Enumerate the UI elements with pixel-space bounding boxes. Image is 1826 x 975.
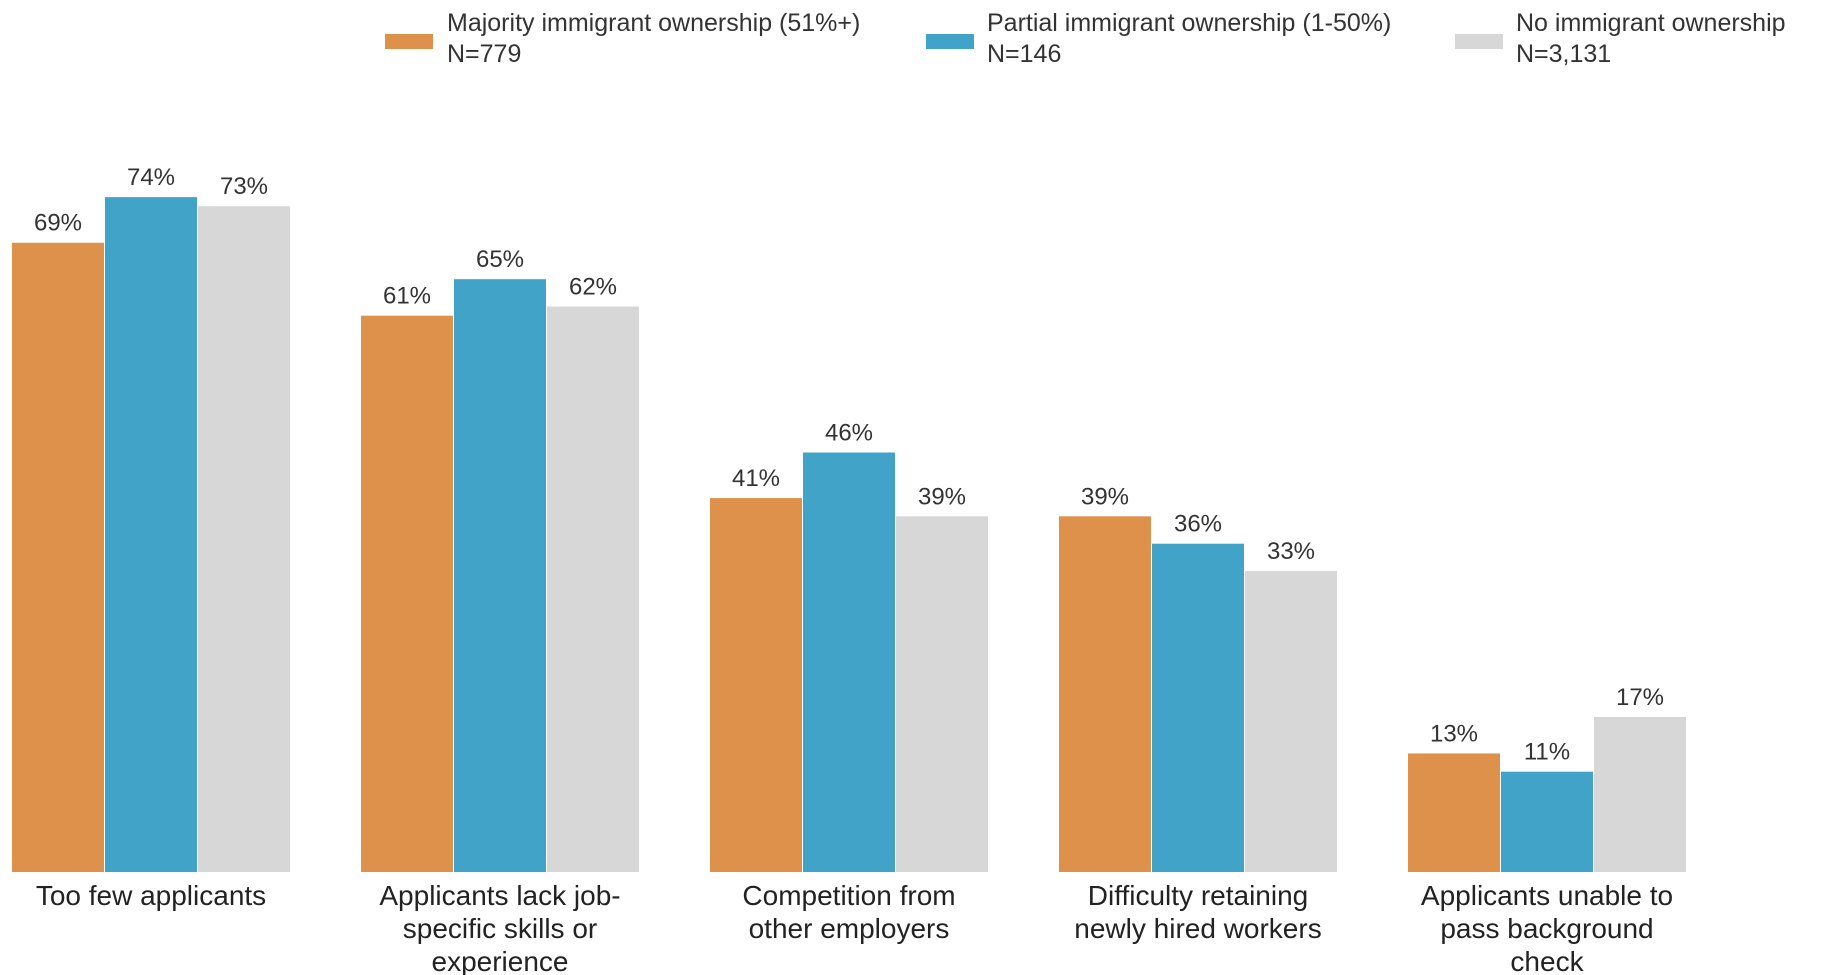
legend: Majority immigrant ownership (51%+) N=779…: [385, 9, 1786, 68]
value-label-4-2: 36%: [1174, 511, 1222, 538]
category-label-2-line-2: specific skills or: [403, 913, 597, 944]
bar-4-2: [1152, 543, 1244, 872]
value-label-3-2: 46%: [825, 419, 873, 446]
bar-2-3: [547, 306, 639, 872]
legend-swatch-2: [926, 34, 974, 49]
value-label-4-3: 33%: [1267, 538, 1315, 565]
bar-2-1: [361, 315, 453, 872]
bar-5-2: [1501, 771, 1593, 872]
category-label-5-line-3: check: [1510, 946, 1584, 975]
legend-swatch-3: [1455, 34, 1503, 49]
bar-1-1: [12, 242, 104, 873]
bar-4-1: [1059, 516, 1151, 872]
bar-3-1: [710, 498, 802, 872]
legend-label-3: No immigrant ownership: [1516, 9, 1786, 37]
value-label-1-1: 69%: [34, 210, 82, 237]
category-label-2-line-3: experience: [432, 946, 569, 975]
category-label-3-line-1: Competition from: [742, 880, 955, 911]
legend-label-1: Majority immigrant ownership (51%+): [447, 9, 860, 37]
category-label-4-line-1: Difficulty retaining: [1088, 880, 1308, 911]
bar-2-2: [454, 279, 546, 872]
value-label-3-1: 41%: [732, 465, 780, 492]
value-label-2-2: 65%: [476, 246, 524, 273]
category-label-1-line-1: Too few applicants: [36, 880, 266, 911]
bar-1-2: [105, 197, 197, 872]
bar-1-3: [198, 206, 290, 873]
category-label-5-line-1: Applicants unable to: [1421, 880, 1673, 911]
bar-5-3: [1594, 716, 1686, 872]
legend-n-label-1: N=779: [447, 40, 521, 68]
bar-5-1: [1408, 753, 1500, 872]
value-label-1-3: 73%: [220, 173, 268, 200]
bar-4-3: [1245, 571, 1337, 872]
value-label-1-2: 74%: [127, 164, 175, 191]
value-label-5-2: 11%: [1524, 739, 1570, 766]
bar-3-3: [896, 516, 988, 872]
legend-label-2: Partial immigrant ownership (1-50%): [987, 9, 1391, 37]
value-label-5-3: 17%: [1616, 684, 1664, 711]
value-label-2-1: 61%: [383, 283, 431, 310]
value-labels-group: 69% 74% 73% 61% 65% 62% 41% 46% 39% 39% 36% 33% 13% 1…: [34, 164, 1664, 766]
value-label-5-1: 13%: [1430, 720, 1478, 747]
legend-n-label-3: N=3,131: [1516, 40, 1611, 68]
bar-3-2: [803, 452, 895, 872]
category-label-2-line-1: Applicants lack job-: [379, 880, 620, 911]
bars-group: [12, 197, 1686, 873]
category-label-3-line-2: other employers: [749, 913, 950, 944]
category-labels-group: Too few applicants Applicants lack job-sp…: [36, 880, 1673, 975]
category-label-4-line-2: newly hired workers: [1074, 913, 1321, 944]
legend-swatch-1: [385, 34, 433, 49]
value-label-2-3: 62%: [569, 274, 617, 301]
value-label-3-3: 39%: [918, 483, 966, 510]
value-label-4-1: 39%: [1081, 483, 1129, 510]
legend-n-label-2: N=146: [987, 40, 1061, 68]
category-label-5-line-2: pass background: [1440, 913, 1653, 944]
